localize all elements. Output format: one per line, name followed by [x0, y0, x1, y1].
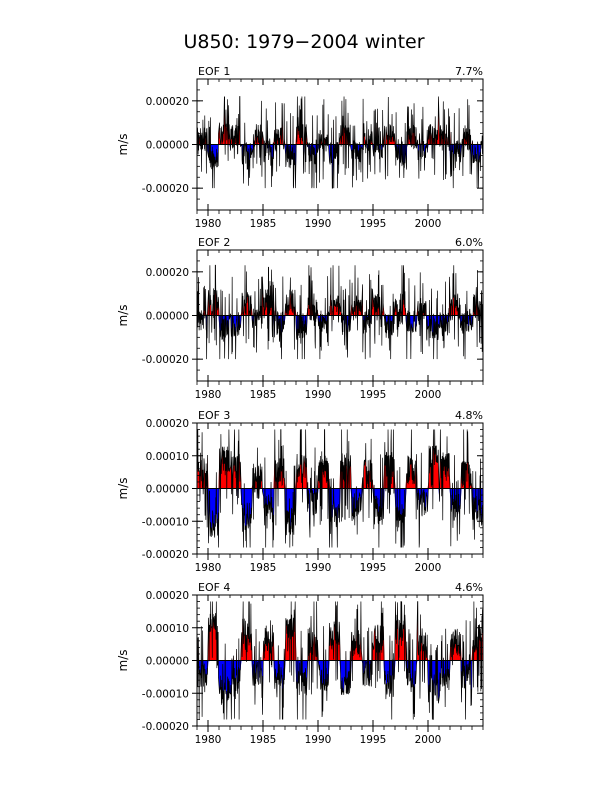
y-tick-label: 0.00020	[146, 96, 189, 108]
y-tick-label: 0.00010	[146, 623, 189, 635]
panel-name: EOF 2	[198, 236, 230, 249]
y-tick-label: 0.00020	[146, 418, 189, 430]
y-tick-label: 0.00000	[146, 484, 189, 496]
x-tick-label: 1990	[305, 389, 332, 401]
y-tick-label: -0.00010	[142, 688, 189, 700]
y-tick-label: -0.00020	[142, 721, 189, 733]
y-tick-label: 0.00020	[146, 590, 189, 602]
x-tick-label: 1990	[305, 218, 332, 230]
panel-4: 0.00020 0.00010 0.00000 -0.00010 -0.00020 198…	[116, 581, 484, 746]
variance-label: 6.0%	[455, 236, 483, 249]
x-tick-label: 1995	[360, 562, 387, 574]
panel-2: 0.00020 0.00000 -0.00020 1980 1985 1990 1995 20…	[116, 236, 484, 401]
y-axis-label: m/s	[116, 478, 130, 500]
series-line	[197, 264, 483, 360]
y-axis-label: m/s	[116, 650, 130, 672]
y-tick-label: 0.00000	[146, 140, 189, 152]
series-line	[197, 601, 483, 720]
x-tick-label: 1990	[305, 562, 332, 574]
negative-area	[197, 144, 483, 189]
x-tick-label: 1980	[195, 389, 222, 401]
x-tick-label: 1995	[360, 218, 387, 230]
x-tick-label: 1985	[250, 389, 277, 401]
x-tick-label: 1985	[250, 562, 277, 574]
x-tick-label: 2000	[415, 218, 442, 230]
positive-area	[197, 429, 483, 489]
panel-name: EOF 1	[198, 65, 230, 78]
y-tick-label: 0.00000	[146, 311, 189, 323]
x-tick-label: 1985	[250, 218, 277, 230]
x-tick-label: 1995	[360, 389, 387, 401]
x-tick-label: 2000	[415, 562, 442, 574]
series-line	[197, 96, 483, 189]
variance-label: 4.6%	[455, 581, 483, 594]
x-tick-label: 1980	[195, 562, 222, 574]
x-tick-label: 2000	[415, 389, 442, 401]
panel-name: EOF 3	[198, 409, 230, 422]
x-tick-label: 1995	[360, 734, 387, 746]
y-tick-label: 0.00000	[146, 656, 189, 668]
x-tick-label: 2000	[415, 734, 442, 746]
figure-title: U850: 1979−2004 winter	[183, 31, 424, 53]
variance-label: 4.8%	[455, 409, 483, 422]
x-tick-label: 1985	[250, 734, 277, 746]
y-axis-label: m/s	[116, 305, 130, 327]
y-tick-label: -0.00010	[142, 516, 189, 528]
x-tick-label: 1980	[195, 218, 222, 230]
x-tick-label: 1980	[195, 734, 222, 746]
panels-group: 0.00020 0.00000 -0.00020 1980 1985 1990 1995 20…	[116, 65, 484, 746]
y-tick-label: -0.00020	[142, 183, 189, 195]
y-tick-label: -0.00020	[142, 354, 189, 366]
panel-3: 0.00020 0.00010 0.00000 -0.00010 -0.00020 198…	[116, 409, 484, 574]
y-tick-label: -0.00020	[142, 549, 189, 561]
series-line	[197, 429, 483, 548]
variance-label: 7.7%	[455, 65, 483, 78]
y-tick-label: 0.00020	[146, 267, 189, 279]
panel-1: 0.00020 0.00000 -0.00020 1980 1985 1990 1995 20…	[116, 65, 484, 230]
x-tick-label: 1990	[305, 734, 332, 746]
y-tick-label: 0.00010	[146, 451, 189, 463]
panel-name: EOF 4	[198, 581, 230, 594]
negative-area	[197, 660, 483, 720]
y-axis-label: m/s	[116, 134, 130, 156]
